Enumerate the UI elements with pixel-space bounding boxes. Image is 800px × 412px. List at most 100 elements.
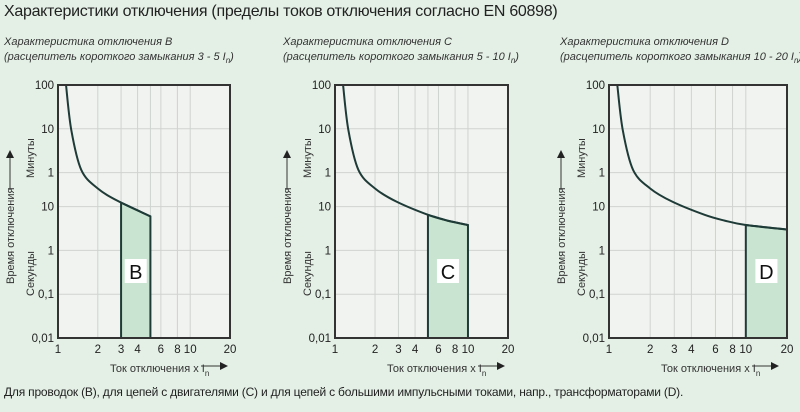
y-tick-label: 100 [586, 80, 605, 92]
x-tick-label: 6 [435, 344, 441, 356]
x-tick-label: 4 [688, 344, 695, 356]
footnote: Для проводок (B), для цепей с двигателям… [4, 385, 684, 399]
x-tick-label: 6 [712, 344, 718, 356]
y-axis-seconds-label: Секунды [302, 251, 314, 296]
y-axis-minutes-label: Минуты [576, 138, 588, 178]
subtitle-subscript: n [794, 56, 799, 65]
band-label: D [759, 262, 773, 284]
trip-curve [342, 84, 469, 227]
chart-subtitle: (расцепитель короткого замыкания 5 - 10 … [283, 51, 519, 65]
x-tick-label: 10 [462, 344, 475, 356]
y-tick-label: 0,1 [589, 289, 605, 301]
x-tick-label: 1 [606, 344, 612, 356]
y-tick-label: 10 [41, 124, 54, 136]
plot-frame [57, 84, 231, 339]
y-axis-minutes-label: Минуты [302, 138, 314, 178]
x-axis-arrow-icon [220, 362, 228, 370]
y-tick-label: 10 [41, 202, 54, 214]
x-tick-label: 3 [395, 344, 401, 356]
y-tick-label: 0,1 [38, 289, 54, 301]
x-tick-label: 6 [158, 344, 164, 356]
y-tick-label: 1 [48, 168, 54, 180]
x-axis-arrow-icon [771, 362, 779, 370]
x-tick-label: 20 [781, 344, 794, 356]
chart-title: Характеристика отключения D [559, 36, 729, 48]
x-tick-label: 2 [95, 344, 101, 356]
y-tick-label: 0,01 [32, 333, 54, 345]
x-tick-label: 10 [739, 344, 752, 356]
x-axis-label-text: Ток отключения x I [661, 363, 756, 375]
y-axis-label: Время отключения [282, 188, 294, 284]
x-tick-label: 20 [502, 344, 515, 356]
band-label-box [755, 259, 778, 283]
subtitle-end: ) [796, 51, 800, 63]
band-label-box [436, 259, 459, 283]
band-label: B [129, 262, 142, 284]
subtitle-end: ) [513, 51, 519, 63]
y-tick-label: 1 [599, 168, 605, 180]
plot-frame [608, 84, 788, 339]
y-tick-label: 10 [318, 202, 331, 214]
x-tick-label: 2 [647, 344, 653, 356]
x-tick-label: 2 [372, 344, 378, 356]
x-axis-label-text: Ток отключения x I [387, 363, 482, 375]
y-tick-label: 1 [48, 245, 54, 257]
band-label-box [124, 259, 147, 283]
x-tick-label: 4 [412, 344, 419, 356]
x-tick-label: 8 [174, 344, 180, 356]
x-tick-label: 4 [134, 344, 141, 356]
x-tick-label: 10 [184, 344, 197, 356]
subtitle-subscript: n [226, 56, 231, 65]
x-tick-label: 8 [729, 344, 735, 356]
subtitle-text: (расцепитель короткого замыкания 5 - 10 … [283, 51, 511, 63]
x-axis-arrow-icon [497, 362, 505, 370]
x-tick-label: 1 [332, 344, 338, 356]
y-axis-seconds-label: Секунды [576, 251, 588, 296]
chart-title: Характеристика отключения B [3, 36, 172, 48]
trip-curve [616, 84, 788, 231]
y-tick-label: 0,01 [583, 333, 605, 345]
x-axis-label: Ток отключения x In [110, 363, 209, 378]
chart-title: Характеристика отключения C [282, 36, 452, 48]
y-tick-label: 1 [599, 245, 605, 257]
y-tick-label: 1 [325, 168, 331, 180]
y-axis-arrow-icon [6, 150, 14, 158]
x-axis-label-subscript: n [205, 369, 209, 378]
page-title: Характеристики отключения (пределы токов… [4, 3, 558, 20]
x-axis-label: Ток отключения x In [661, 363, 760, 378]
y-axis-label: Время отключения [5, 188, 17, 284]
y-axis-minutes-label: Минуты [25, 138, 37, 178]
x-tick-label: 3 [118, 344, 124, 356]
chart-d: Характеристика отключения D (расцепитель … [556, 36, 800, 378]
x-tick-label: 1 [55, 344, 61, 356]
x-axis-label: Ток отключения x In [387, 363, 486, 378]
subtitle-subscript: n [511, 56, 516, 65]
x-axis-label-subscript: n [482, 369, 486, 378]
subtitle-text: (расцепитель короткого замыкания 3 - 5 I [4, 51, 226, 63]
y-tick-label: 0,01 [309, 333, 331, 345]
y-tick-label: 10 [592, 124, 605, 136]
y-axis-arrow-icon [283, 150, 291, 158]
y-tick-label: 100 [35, 80, 54, 92]
subtitle-end: ) [228, 51, 234, 63]
x-tick-label: 20 [224, 344, 237, 356]
chart-subtitle: (расцепитель короткого замыкания 3 - 5 I… [4, 51, 234, 65]
y-tick-label: 1 [325, 245, 331, 257]
trip-curve [65, 84, 151, 218]
subtitle-text: (расцепитель короткого замыкания 10 - 20… [560, 51, 794, 63]
chart-b: Характеристика отключения B (расцепитель … [3, 36, 236, 378]
y-tick-label: 10 [318, 124, 331, 136]
chart-subtitle: (расцепитель короткого замыкания 10 - 20… [560, 51, 800, 65]
x-tick-label: 3 [671, 344, 677, 356]
band-label: C [441, 262, 455, 284]
chart-c: Характеристика отключения C (расцепитель … [282, 36, 519, 378]
x-axis-label-subscript: n [756, 369, 760, 378]
y-axis-arrow-icon [557, 150, 565, 158]
y-tick-label: 10 [592, 202, 605, 214]
y-tick-label: 100 [312, 80, 331, 92]
x-axis-label-text: Ток отключения x I [110, 363, 205, 375]
y-axis-seconds-label: Секунды [25, 251, 37, 296]
plot-frame [334, 84, 509, 339]
y-tick-label: 0,1 [315, 289, 331, 301]
